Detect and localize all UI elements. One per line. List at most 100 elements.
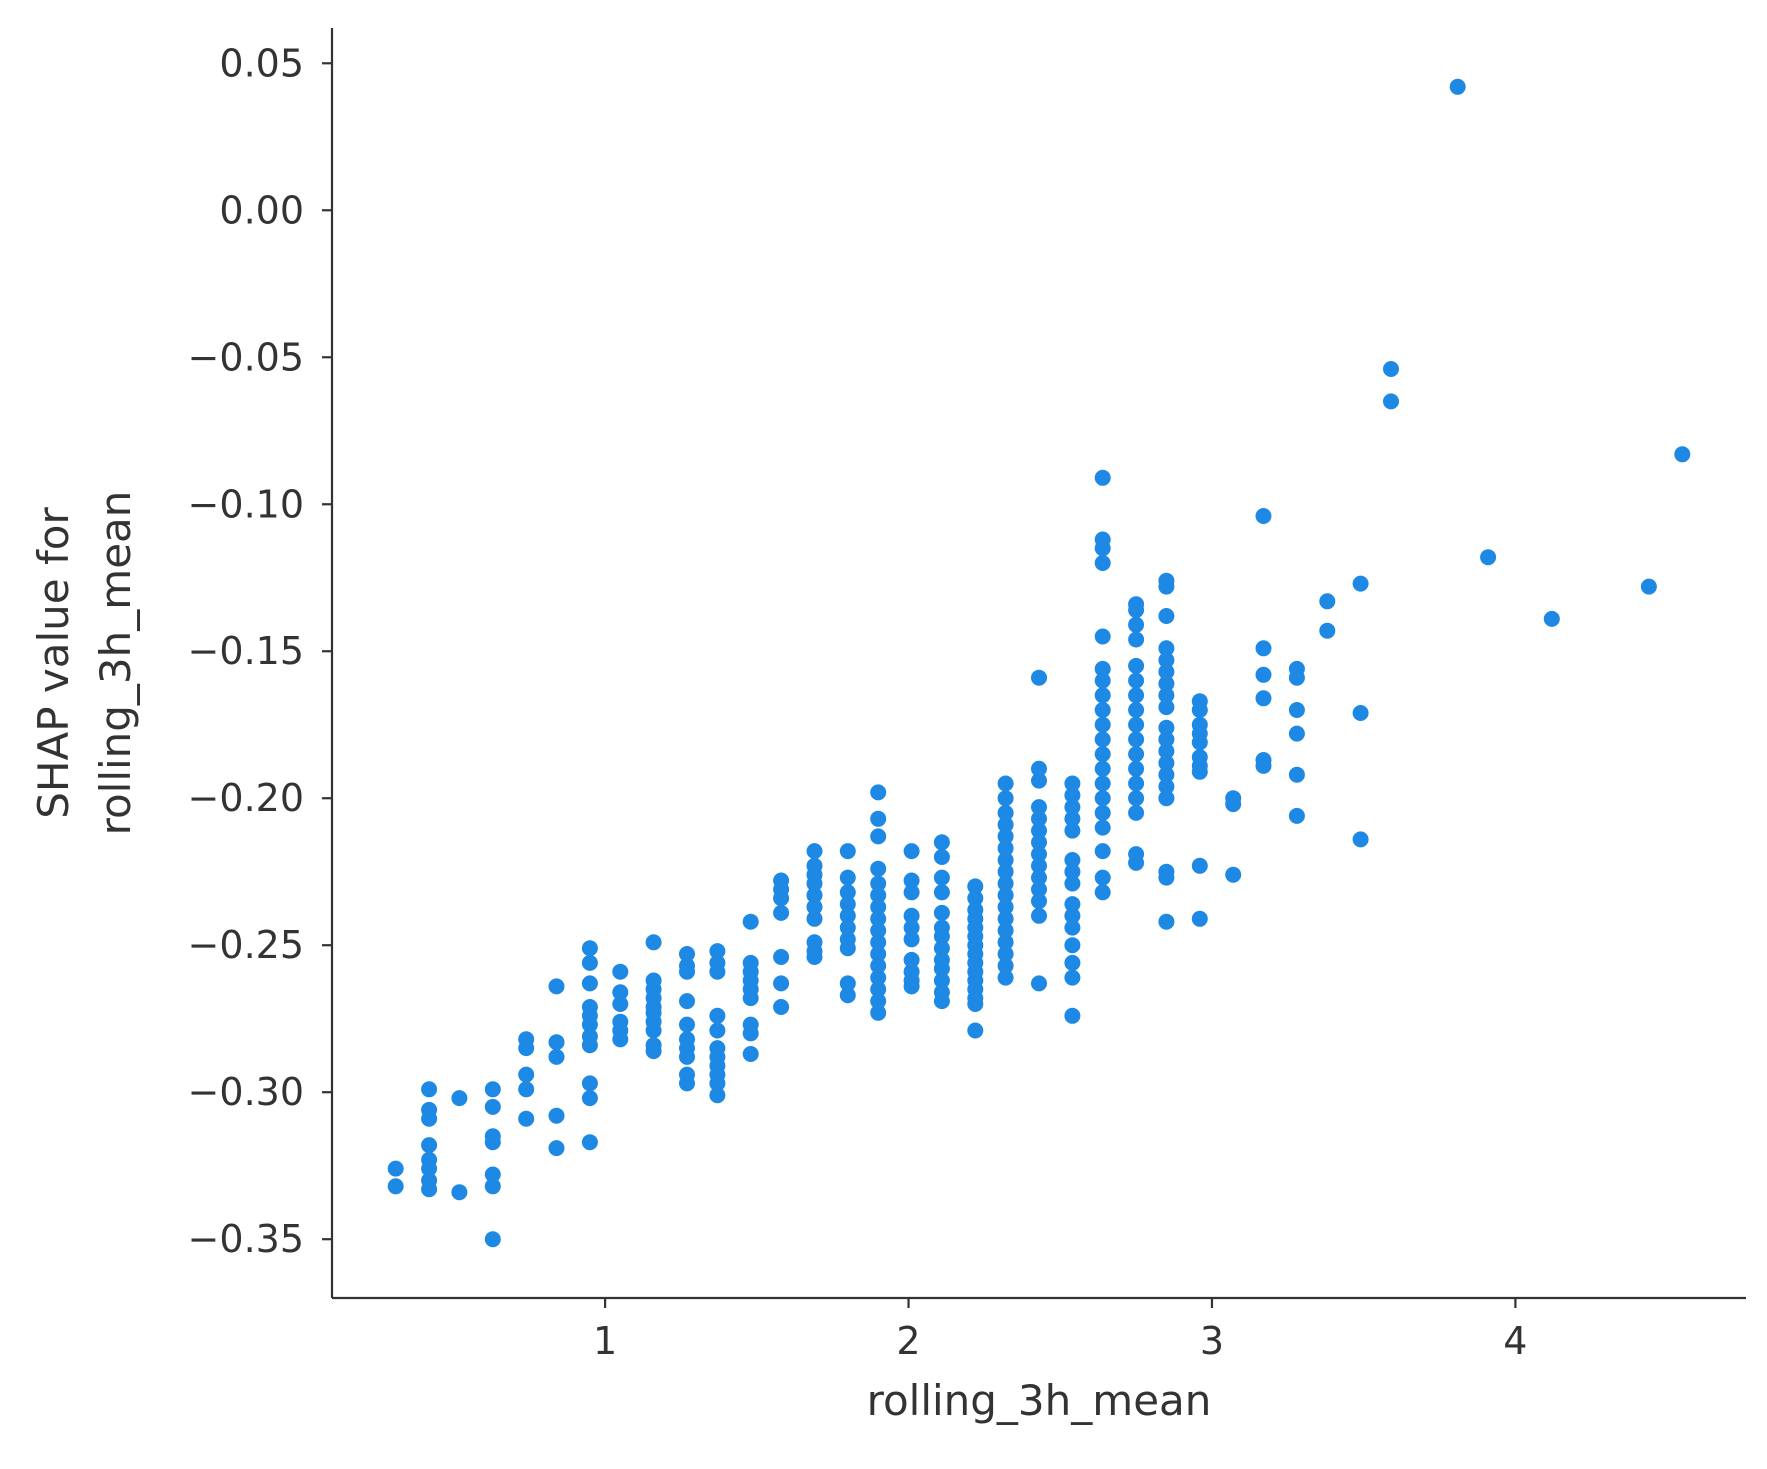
scatter-point xyxy=(484,1231,501,1248)
scatter-point xyxy=(1064,937,1081,954)
scatter-point xyxy=(1288,669,1305,686)
scatter-point xyxy=(997,852,1014,868)
scatter-point xyxy=(1255,757,1272,774)
scatter-point xyxy=(1064,799,1081,816)
scatter-point xyxy=(870,1004,887,1021)
scatter-point xyxy=(839,843,856,860)
scatter-point xyxy=(1094,469,1111,486)
y-tick-label: 0.05 xyxy=(219,41,304,85)
scatter-point xyxy=(870,899,887,915)
scatter-point xyxy=(870,946,887,962)
x-tick-label: 2 xyxy=(896,1319,920,1363)
scatter-point xyxy=(1128,760,1145,777)
scatter-point xyxy=(1543,610,1560,627)
scatter-point xyxy=(1158,687,1175,704)
scatter-point xyxy=(997,946,1014,962)
scatter-point xyxy=(1094,790,1111,807)
scatter-point xyxy=(581,975,598,992)
scatter-point xyxy=(997,875,1014,892)
scatter-point xyxy=(839,975,856,992)
scatter-point xyxy=(581,1037,598,1054)
scatter-point xyxy=(1128,746,1145,763)
scatter-point xyxy=(1158,755,1175,771)
scatter-point xyxy=(612,963,629,980)
scatter-point xyxy=(548,1034,565,1051)
scatter-point xyxy=(997,969,1014,986)
y-axis-title-line-2: rolling_3h_mean xyxy=(91,491,140,836)
scatter-point xyxy=(581,940,598,957)
scatter-point xyxy=(1319,593,1336,610)
scatter-point xyxy=(1128,775,1145,792)
scatter-point xyxy=(839,896,856,913)
scatter-point xyxy=(1094,555,1111,571)
scatter-point xyxy=(1158,652,1175,669)
scatter-point xyxy=(839,869,856,886)
scatter-point xyxy=(1094,540,1111,557)
scatter-point xyxy=(1064,919,1081,936)
scatter-point xyxy=(1064,907,1081,924)
scatter-point xyxy=(1128,790,1145,807)
scatter-point xyxy=(933,972,950,989)
scatter-point xyxy=(1094,843,1111,860)
scatter-point xyxy=(773,904,790,921)
scatter-point xyxy=(870,860,887,877)
scatter-point xyxy=(997,899,1014,915)
scatter-point xyxy=(1128,616,1145,633)
scatter-point xyxy=(548,1107,565,1124)
scatter-point xyxy=(1094,775,1111,792)
scatter-point xyxy=(806,887,823,904)
scatter-point xyxy=(709,943,726,960)
scatter-point xyxy=(1094,760,1111,777)
scatter-point xyxy=(645,1043,662,1060)
scatter-point xyxy=(1031,846,1047,863)
scatter-point xyxy=(903,978,920,995)
scatter-point xyxy=(967,878,984,895)
scatter-point xyxy=(806,875,823,892)
scatter-point xyxy=(1128,602,1145,619)
scatter-point xyxy=(1191,734,1208,751)
scatter-point xyxy=(1352,831,1369,848)
scatter-point xyxy=(903,843,920,860)
scatter-point xyxy=(1094,884,1111,901)
scatter-point xyxy=(421,1081,438,1098)
scatter-point xyxy=(997,863,1014,880)
scatter-point xyxy=(1094,731,1111,748)
scatter-point xyxy=(1031,669,1047,686)
scatter-point xyxy=(387,1160,404,1177)
scatter-point xyxy=(1128,716,1145,733)
scatter-point xyxy=(870,957,887,974)
scatter-points xyxy=(387,78,1691,1248)
scatter-point xyxy=(1031,772,1047,789)
scatter-point xyxy=(933,849,950,865)
scatter-point xyxy=(1674,446,1691,463)
scatter-point xyxy=(679,1048,695,1065)
scatter-point xyxy=(612,996,629,1012)
scatter-point xyxy=(1064,787,1081,804)
scatter-point xyxy=(967,890,984,907)
scatter-point xyxy=(773,975,790,992)
scatter-point xyxy=(451,1184,468,1201)
scatter-point xyxy=(870,910,887,927)
scatter-point xyxy=(997,840,1014,857)
scatter-point xyxy=(484,1098,501,1115)
scatter-point xyxy=(870,810,887,827)
scatter-point xyxy=(548,978,565,995)
scatter-point xyxy=(806,843,823,860)
scatter-point xyxy=(1225,866,1242,883)
scatter-point xyxy=(709,1022,726,1039)
scatter-point xyxy=(1128,731,1145,748)
scatter-point xyxy=(421,1181,438,1198)
scatter-point xyxy=(1191,702,1208,718)
scatter-point xyxy=(1031,799,1047,816)
scatter-point xyxy=(967,1022,984,1039)
scatter-point xyxy=(518,1066,535,1083)
scatter-point xyxy=(1031,760,1047,777)
scatter-point xyxy=(421,1110,438,1127)
scatter-point xyxy=(997,887,1014,904)
scatter-point xyxy=(1158,869,1175,886)
scatter-point xyxy=(1158,731,1175,748)
scatter-point xyxy=(933,904,950,921)
scatter-point xyxy=(1031,869,1047,886)
scatter-point xyxy=(581,1134,598,1151)
